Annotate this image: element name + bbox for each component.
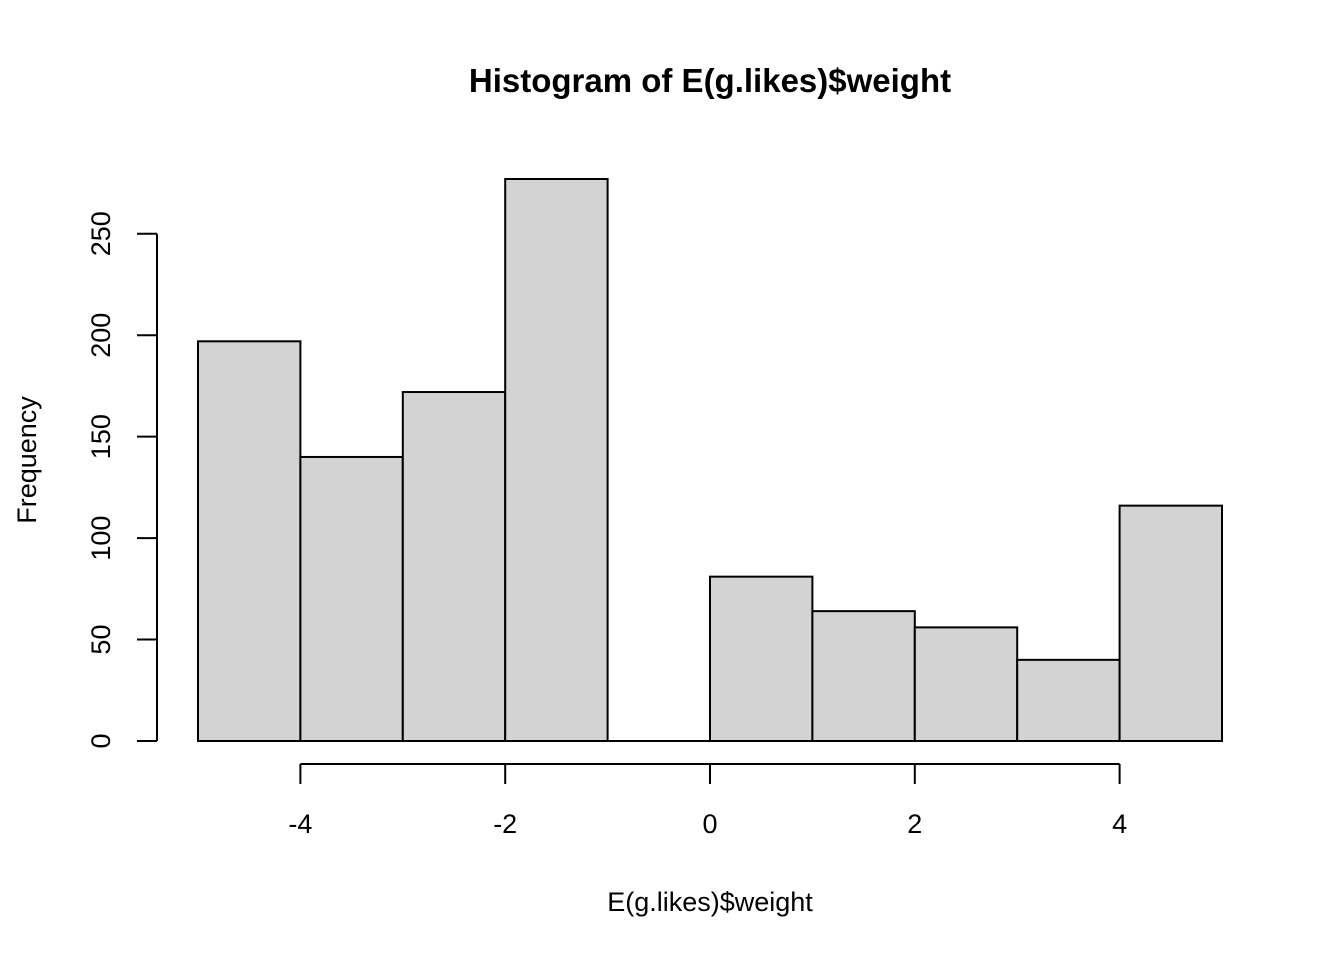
y-tick-label: 250: [86, 211, 116, 256]
y-axis: 0 50 100 150 200 250: [86, 211, 158, 749]
histogram-bar: [709, 575, 814, 742]
x-tick-label: 2: [907, 809, 922, 839]
x-tick-label: -2: [493, 809, 517, 839]
histogram-bar: [1118, 504, 1223, 742]
histogram-bar: [197, 340, 302, 742]
x-tick-label: 0: [702, 809, 717, 839]
x-tick-label: -4: [288, 809, 312, 839]
histogram-bar: [913, 626, 1019, 743]
chart-title: Histogram of E(g.likes)$weight: [469, 62, 951, 99]
y-tick-label: 150: [86, 414, 116, 459]
y-tick-label: 0: [86, 733, 116, 748]
y-axis-label: Frequency: [12, 396, 42, 524]
x-axis-label: E(g.likes)$weight: [607, 887, 813, 917]
y-tick-label: 100: [86, 516, 116, 561]
bars-group: [197, 178, 1223, 743]
histogram-bar: [811, 610, 916, 742]
histogram-bar: [1016, 658, 1121, 743]
y-tick-label: 200: [86, 313, 116, 358]
histogram-bar: [504, 178, 609, 742]
histogram-bar: [401, 391, 507, 742]
y-tick-label: 50: [86, 625, 116, 655]
x-axis: -4 -2 0 2 4: [288, 763, 1127, 839]
x-tick-label: 4: [1112, 809, 1127, 839]
histogram-bar: [299, 455, 404, 742]
